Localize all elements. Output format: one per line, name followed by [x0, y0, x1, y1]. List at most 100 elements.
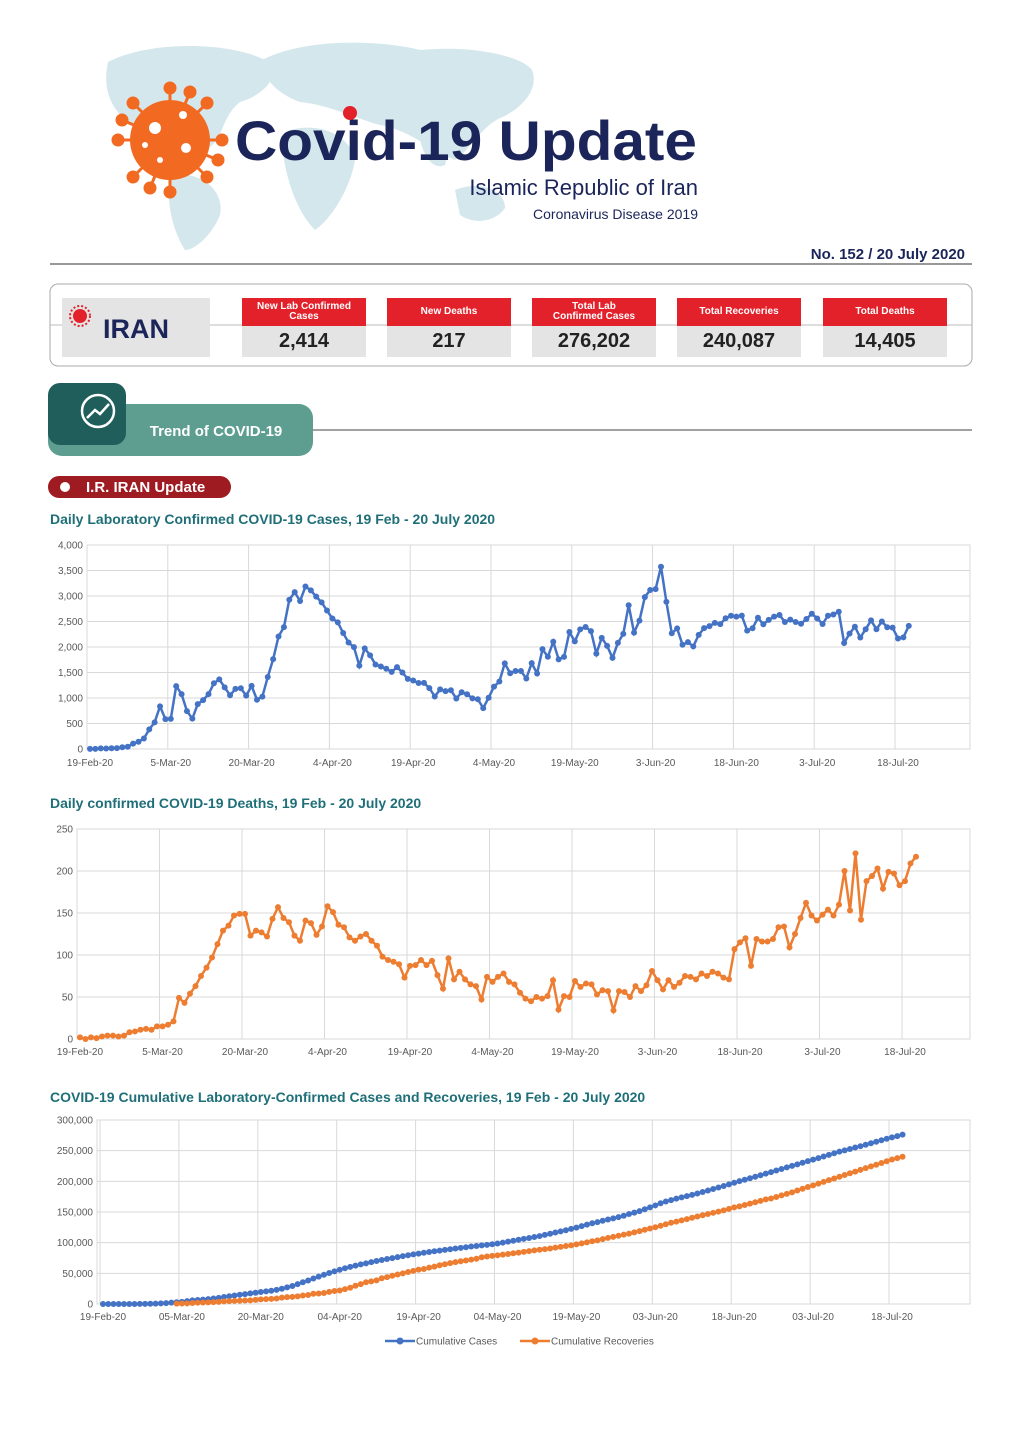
data-point [324, 903, 331, 910]
data-point [759, 938, 765, 945]
data-point [268, 1295, 275, 1302]
data-point [505, 1250, 512, 1257]
data-point [176, 994, 182, 1001]
data-point [562, 1243, 569, 1250]
data-point [154, 1023, 160, 1030]
data-point [652, 1202, 659, 1209]
data-point [93, 1035, 100, 1042]
data-point [868, 617, 875, 624]
data-point [636, 1208, 643, 1215]
data-point [668, 1219, 675, 1226]
data-point [399, 1253, 406, 1260]
data-point [803, 899, 809, 906]
data-point [610, 1233, 617, 1240]
data-point [533, 994, 540, 1000]
data-point [113, 745, 120, 752]
data-point [620, 1212, 627, 1219]
x-tick-label: 4-May-20 [473, 758, 516, 769]
data-point [594, 1219, 601, 1226]
data-point [315, 1290, 322, 1297]
data-point [561, 653, 568, 660]
data-point [830, 611, 837, 618]
x-tick-label: 19-Apr-20 [388, 1047, 433, 1058]
data-point [694, 1190, 701, 1197]
data-point [896, 882, 903, 889]
data-point [462, 976, 468, 983]
data-point [280, 915, 287, 922]
data-point [552, 1244, 559, 1251]
y-tick-label: 2,000 [58, 643, 83, 654]
data-point [257, 1296, 264, 1303]
data-point [557, 1243, 564, 1250]
data-point [674, 625, 681, 632]
data-point [536, 1246, 543, 1253]
data-point [894, 1133, 901, 1140]
data-point [313, 593, 320, 600]
data-point [415, 680, 422, 687]
x-tick-label: 20-Mar-20 [238, 1312, 285, 1323]
data-point [394, 1271, 401, 1278]
data-point [541, 1246, 548, 1253]
x-tick-label: 04-May-20 [474, 1312, 522, 1323]
section-title: Trend of COVID-19 [150, 423, 283, 440]
data-point [808, 912, 815, 919]
data-point [577, 626, 584, 633]
data-point [741, 1176, 748, 1183]
data-point [478, 1242, 485, 1249]
data-point [257, 1288, 264, 1295]
data-point [390, 958, 397, 965]
data-point [248, 682, 255, 689]
data-point [792, 619, 799, 626]
data-point [762, 1196, 769, 1203]
data-point [689, 1191, 696, 1198]
data-point [902, 878, 908, 885]
data-point [494, 1252, 501, 1259]
data-point [329, 615, 336, 622]
data-point [426, 685, 433, 692]
x-tick-label: 03-Jun-20 [633, 1312, 678, 1323]
x-tick-label: 04-Apr-20 [317, 1312, 362, 1323]
y-tick-label: 3,000 [58, 592, 83, 603]
data-point [399, 1270, 406, 1277]
trend-icon [80, 393, 116, 429]
data-point [357, 1281, 364, 1288]
data-point [814, 615, 821, 622]
data-point [621, 988, 628, 995]
data-point [846, 1170, 853, 1177]
x-tick-label: 19-May-20 [551, 758, 599, 769]
data-point [457, 1258, 464, 1265]
data-point [340, 630, 347, 637]
data-point [587, 628, 594, 635]
data-point [441, 1246, 448, 1253]
stat-value: 14,405 [823, 326, 947, 357]
data-point [103, 745, 110, 752]
data-point [678, 1194, 685, 1201]
data-point [693, 976, 699, 983]
data-point [704, 973, 710, 979]
data-point [511, 981, 518, 988]
data-point [130, 740, 137, 747]
data-point [899, 1131, 906, 1138]
data-point [913, 853, 919, 860]
data-point [847, 907, 853, 914]
data-point [170, 1018, 177, 1025]
data-point [626, 1211, 632, 1218]
data-point [589, 1220, 596, 1227]
data-point [242, 1297, 249, 1304]
data-point [562, 1227, 569, 1234]
data-point [220, 1298, 227, 1305]
data-point [263, 1296, 270, 1303]
data-point [867, 1163, 874, 1170]
data-point [874, 865, 881, 872]
data-point [434, 972, 441, 979]
data-point [668, 630, 675, 637]
data-point [683, 1193, 690, 1200]
legend-marker [531, 1337, 539, 1345]
data-point [794, 1187, 801, 1194]
data-point [384, 1274, 391, 1281]
data-point [426, 1248, 433, 1255]
data-point [87, 745, 93, 752]
data-point [124, 743, 131, 750]
data-point [647, 587, 654, 594]
data-point [673, 1218, 680, 1225]
